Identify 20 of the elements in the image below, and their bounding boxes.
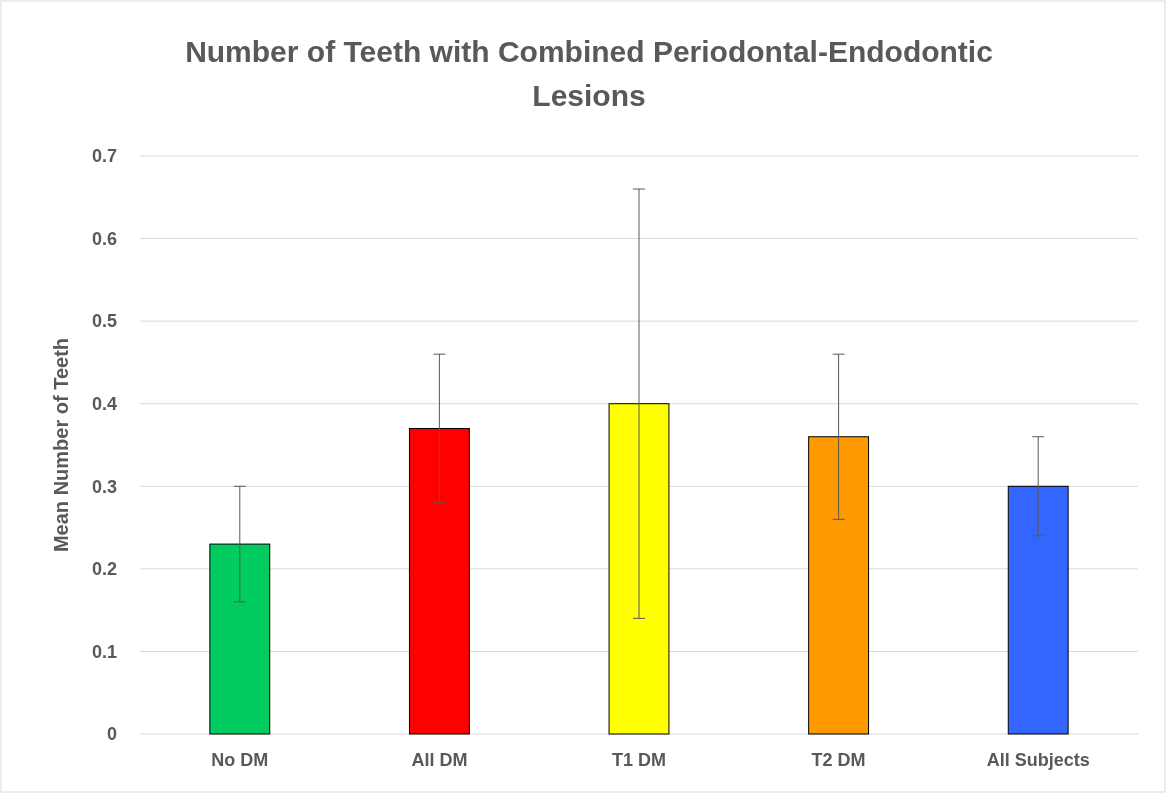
x-tick-label: T1 DM	[612, 750, 666, 770]
y-tick-label: 0	[106, 724, 117, 745]
bar	[209, 543, 271, 735]
y-tick-label: 0.7	[91, 146, 117, 167]
x-tick-label: All DM	[411, 750, 468, 770]
y-tick-label: 0.2	[91, 559, 117, 580]
bar	[1007, 485, 1069, 735]
y-tick-label: 0.3	[91, 476, 117, 497]
y-tick-label: 0.6	[91, 228, 117, 249]
x-tick-label: T2 DM	[811, 750, 866, 770]
chart-title: Number of Teeth with Combined Periodontal-Endodontic Lesions	[185, 35, 993, 112]
y-tick-label: 0.5	[91, 311, 117, 332]
bar	[808, 436, 870, 735]
y-axis-title: Mean Number of Teeth	[50, 337, 72, 553]
bar	[608, 403, 670, 735]
x-tick-label: All Subjects	[986, 750, 1090, 770]
bar	[408, 427, 470, 735]
x-tick-label: No DM	[211, 750, 269, 770]
y-tick-label: 0.4	[91, 394, 117, 415]
y-tick-label: 0.1	[91, 641, 117, 662]
